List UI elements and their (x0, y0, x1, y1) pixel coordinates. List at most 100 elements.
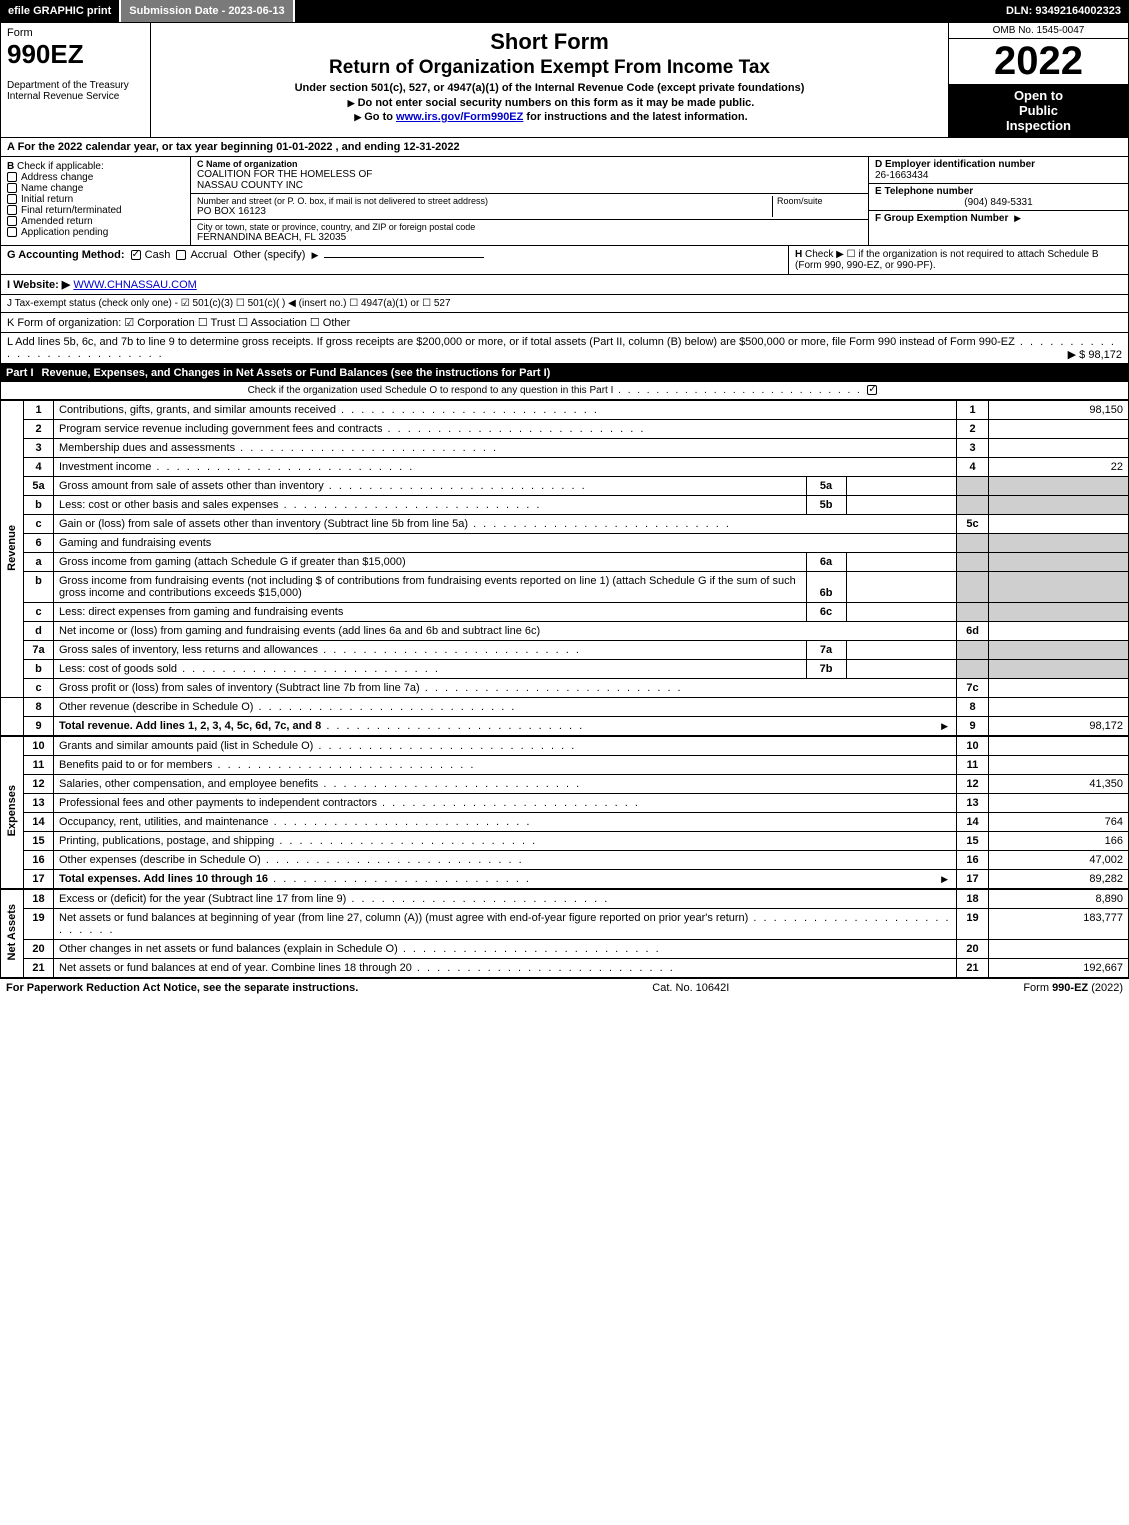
line12-desc: Salaries, other compensation, and employ… (54, 775, 957, 794)
line2-desc: Program service revenue including govern… (54, 420, 957, 439)
part-i-subheader: Check if the organization used Schedule … (0, 382, 1129, 400)
netassets-side-label: Net Assets (6, 904, 18, 960)
line13-desc: Professional fees and other payments to … (54, 794, 957, 813)
line8-desc: Other revenue (describe in Schedule O) (54, 698, 957, 717)
initial-return-checkbox[interactable] (7, 194, 17, 204)
section-b: B Check if applicable: Address change Na… (1, 157, 191, 245)
part-i-header: Part I Revenue, Expenses, and Changes in… (0, 364, 1129, 382)
tax-year: 2022 (949, 39, 1128, 84)
line5c-desc: Gain or (loss) from sale of assets other… (54, 515, 957, 534)
footer-right: Form 990-EZ (2022) (1023, 982, 1123, 994)
top-bar: efile GRAPHIC print Submission Date - 20… (0, 0, 1129, 22)
schedule-o-checkbox[interactable] (867, 385, 877, 395)
submission-date-label: Submission Date - 2023-06-13 (121, 0, 294, 22)
section-a-period: A For the 2022 calendar year, or tax yea… (0, 138, 1129, 157)
line16-value: 47,002 (989, 851, 1129, 870)
header-right: OMB No. 1545-0047 2022 Open toPublicInsp… (948, 23, 1128, 137)
ssn-warning: Do not enter social security numbers on … (159, 97, 940, 109)
header-left: Form 990EZ Department of the Treasury In… (1, 23, 151, 137)
addr-change-label: Address change (21, 172, 93, 183)
line15-value: 166 (989, 832, 1129, 851)
line4-value: 22 (989, 458, 1129, 477)
dept-label: Department of the Treasury (7, 80, 144, 91)
line19-desc: Net assets or fund balances at beginning… (54, 909, 957, 940)
name-change-checkbox[interactable] (7, 183, 17, 193)
topbar-spacer (295, 0, 998, 22)
under-section-text: Under section 501(c), 527, or 4947(a)(1)… (159, 82, 940, 94)
irs-link[interactable]: www.irs.gov/Form990EZ (396, 111, 523, 123)
expenses-side-label: Expenses (6, 785, 18, 836)
line1-desc: Contributions, gifts, grants, and simila… (54, 401, 957, 420)
header-mid: Short Form Return of Organization Exempt… (151, 23, 948, 137)
footer-left: For Paperwork Reduction Act Notice, see … (6, 982, 358, 994)
gross-receipts-value: ▶ $ 98,172 (1068, 348, 1122, 361)
line16-desc: Other expenses (describe in Schedule O) (54, 851, 957, 870)
addr-change-checkbox[interactable] (7, 172, 17, 182)
line10-desc: Grants and similar amounts paid (list in… (54, 737, 957, 756)
short-form-title: Short Form (159, 29, 940, 55)
line12-value: 41,350 (989, 775, 1129, 794)
phone-value: (904) 849-5331 (875, 197, 1122, 208)
amended-return-label: Amended return (21, 216, 93, 227)
org-address: PO BOX 16123 (197, 206, 772, 217)
efile-print-button[interactable]: efile GRAPHIC print (0, 0, 121, 22)
line14-desc: Occupancy, rent, utilities, and maintena… (54, 813, 957, 832)
line14-value: 764 (989, 813, 1129, 832)
amended-return-checkbox[interactable] (7, 216, 17, 226)
line7c-desc: Gross profit or (loss) from sales of inv… (54, 679, 957, 698)
line4-desc: Investment income (54, 458, 957, 477)
cash-checkbox[interactable] (131, 250, 141, 260)
footer-catno: Cat. No. 10642I (652, 982, 729, 994)
app-pending-checkbox[interactable] (7, 227, 17, 237)
line19-value: 183,777 (989, 909, 1129, 940)
org-name-2: NASSAU COUNTY INC (197, 180, 862, 191)
section-k: K Form of organization: ☑ Corporation ☐ … (0, 313, 1129, 333)
page-footer: For Paperwork Reduction Act Notice, see … (0, 978, 1129, 997)
group-exemption-label: F Group Exemption Number (875, 213, 1008, 224)
revenue-side-label: Revenue (6, 525, 18, 571)
expenses-table: Expenses 10Grants and similar amounts pa… (0, 736, 1129, 889)
org-city: FERNANDINA BEACH, FL 32035 (197, 232, 862, 243)
line15-desc: Printing, publications, postage, and shi… (54, 832, 957, 851)
line17-value: 89,282 (989, 870, 1129, 889)
irs-label: Internal Revenue Service (7, 91, 144, 102)
section-j: J Tax-exempt status (check only one) - ☑… (0, 295, 1129, 313)
line6d-desc: Net income or (loss) from gaming and fun… (54, 622, 957, 641)
section-h: H Check ▶ ☐ if the organization is not r… (788, 246, 1128, 274)
line20-desc: Other changes in net assets or fund bala… (54, 940, 957, 959)
line17-desc: Total expenses. Add lines 10 through 16 (54, 870, 957, 889)
line9-value: 98,172 (989, 717, 1129, 736)
line1-value: 98,150 (989, 401, 1129, 420)
website-link[interactable]: WWW.CHNASSAU.COM (73, 279, 196, 291)
accrual-checkbox[interactable] (176, 250, 186, 260)
open-to-public: Open toPublicInspection (949, 84, 1128, 137)
ein-value: 26-1663434 (875, 170, 928, 181)
form-word: Form (7, 27, 144, 39)
line18-value: 8,890 (989, 890, 1129, 909)
final-return-checkbox[interactable] (7, 205, 17, 215)
section-g: G Accounting Method: Cash Accrual Other … (1, 246, 788, 274)
net-assets-table: Net Assets 18Excess or (deficit) for the… (0, 889, 1129, 978)
section-bcdef: B Check if applicable: Address change Na… (0, 157, 1129, 246)
section-l: L Add lines 5b, 6c, and 7b to line 9 to … (0, 333, 1129, 364)
line9-desc: Total revenue. Add lines 1, 2, 3, 4, 5c,… (54, 717, 957, 736)
room-suite-label: Room/suite (772, 196, 862, 217)
form-number: 990EZ (7, 39, 144, 70)
section-def: D Employer identification number 26-1663… (868, 157, 1128, 245)
final-return-label: Final return/terminated (21, 205, 122, 216)
omb-number: OMB No. 1545-0047 (949, 23, 1128, 39)
section-c: C Name of organization COALITION FOR THE… (191, 157, 868, 245)
section-i: I Website: ▶ WWW.CHNASSAU.COM (0, 275, 1129, 295)
main-title: Return of Organization Exempt From Incom… (159, 57, 940, 79)
dln-label: DLN: 93492164002323 (998, 0, 1129, 22)
line11-desc: Benefits paid to or for members (54, 756, 957, 775)
revenue-table: Revenue 1Contributions, gifts, grants, a… (0, 400, 1129, 736)
line6-desc: Gaming and fundraising events (54, 534, 957, 553)
app-pending-label: Application pending (21, 227, 108, 238)
line21-value: 192,667 (989, 959, 1129, 978)
line21-desc: Net assets or fund balances at end of ye… (54, 959, 957, 978)
goto-instruction: Go to www.irs.gov/Form990EZ for instruct… (159, 111, 940, 123)
org-name-1: COALITION FOR THE HOMELESS OF (197, 169, 862, 180)
form-header: Form 990EZ Department of the Treasury In… (0, 22, 1129, 138)
initial-return-label: Initial return (21, 194, 73, 205)
